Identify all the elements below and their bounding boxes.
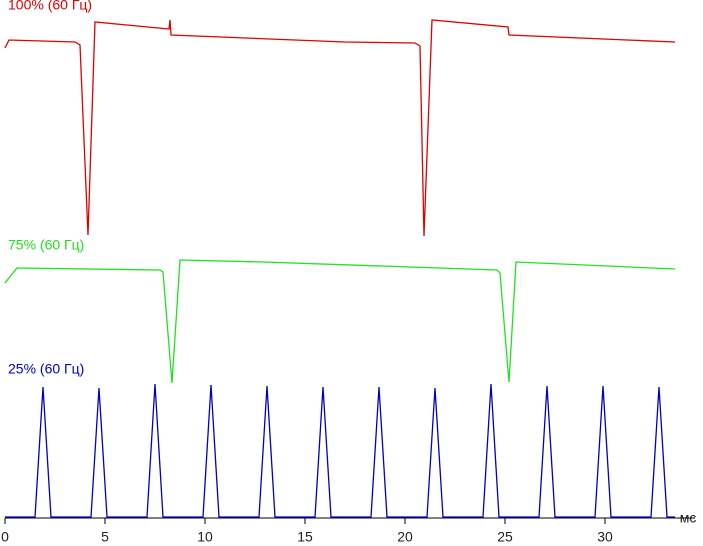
series-line (5, 383, 675, 518)
series-label: 75% (60 Гц) (8, 237, 84, 253)
series-line (4, 19, 676, 237)
x-tick-label: 20 (397, 529, 413, 545)
x-tick-label: 10 (197, 529, 213, 545)
x-tick-label: 5 (101, 529, 109, 545)
series-label: 25% (60 Гц) (8, 361, 84, 377)
x-tick-label: 0 (1, 529, 9, 545)
series-line (4, 259, 676, 384)
x-tick-label: 30 (597, 529, 613, 545)
x-tick-label: 25 (497, 529, 513, 545)
series-label: 100% (60 Гц) (8, 0, 92, 13)
x-tick-label: 15 (297, 529, 313, 545)
